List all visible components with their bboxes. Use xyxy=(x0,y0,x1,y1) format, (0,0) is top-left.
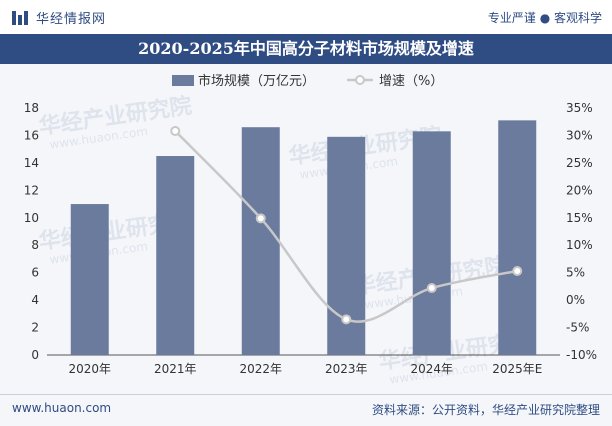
y-left-tick-label: 4 xyxy=(31,293,39,307)
y-left-tick-label: 18 xyxy=(24,101,39,115)
y-right-tick-label: 20% xyxy=(566,183,593,197)
legend-line-marker xyxy=(355,75,365,85)
chart-title: 2020-2025年中国高分子材料市场规模及增速 xyxy=(0,34,612,64)
y-left-tick-label: 14 xyxy=(24,156,39,170)
legend-line-label: 增速（%） xyxy=(379,74,443,89)
y-right-tick-label: 35% xyxy=(566,101,593,115)
legend-bar-swatch xyxy=(172,75,194,86)
y-left-tick-label: 10 xyxy=(24,211,39,225)
y-right-tick-label: -5% xyxy=(566,321,589,335)
bar xyxy=(241,127,280,355)
brand-name: 华经情报网 xyxy=(36,12,107,27)
bars xyxy=(70,120,537,355)
growth-point xyxy=(426,283,437,294)
y-right-tick-label: 0% xyxy=(566,293,585,307)
bar xyxy=(156,156,195,355)
y-right-tick-label: 15% xyxy=(566,211,593,225)
growth-point xyxy=(170,126,181,137)
brand-bar: 华经情报网 专业严谨 ● 客观科学 xyxy=(0,0,612,34)
y-right-tick-label: 25% xyxy=(566,156,593,170)
legend-bar-label: 市场规模（万亿元） xyxy=(198,73,315,89)
y-right-tick-label: -10% xyxy=(566,348,597,362)
bar xyxy=(498,120,537,355)
footer-website[interactable]: www.huaon.com xyxy=(12,401,112,415)
y-left-tick-label: 16 xyxy=(24,128,39,142)
brand: 华经情报网 xyxy=(12,8,106,27)
bar xyxy=(412,131,451,355)
x-tick-label: 2022年 xyxy=(239,362,282,376)
y-left-tick-label: 2 xyxy=(31,321,39,335)
axes: 0 2 4 6 8 10 12 14 16 18 -10% -5% 0% 5% 10% 15% 20% 25% 30… xyxy=(24,101,597,376)
watermarks: 华经产业研究院www.huaon.com华经产业研究院www.huaon.com… xyxy=(37,93,533,387)
growth-point xyxy=(341,314,352,325)
bar xyxy=(70,204,109,355)
footer-source: 资料来源：公开资料，华经产业研究院整理 xyxy=(371,403,600,417)
x-tick-label: 2023年 xyxy=(325,362,368,376)
legend: 市场规模（万亿元） 增速（%） xyxy=(172,73,443,89)
y-left-tick-label: 12 xyxy=(24,183,39,197)
chart-area: 华经产业研究院www.huaon.com华经产业研究院www.huaon.com… xyxy=(0,64,612,390)
x-tick-label: 2020年 xyxy=(68,362,111,376)
growth-line xyxy=(170,126,523,325)
brand-slogan: 专业严谨 ● 客观科学 xyxy=(487,11,602,25)
growth-point xyxy=(512,266,523,277)
x-tick-label: 2025年E xyxy=(492,362,542,376)
y-right-tick-label: 5% xyxy=(566,266,585,280)
combo-chart: 华经产业研究院www.huaon.com华经产业研究院www.huaon.com… xyxy=(24,73,597,387)
logo-icon xyxy=(12,10,30,25)
footer: www.huaon.com 资料来源：公开资料，华经产业研究院整理 xyxy=(0,394,612,426)
y-left-tick-label: 8 xyxy=(31,238,39,252)
y-left-tick-label: 6 xyxy=(31,266,39,280)
growth-point xyxy=(255,213,266,224)
x-tick-label: 2021年 xyxy=(154,362,197,376)
y-left-tick-label: 0 xyxy=(31,348,39,362)
y-right-tick-label: 10% xyxy=(566,238,593,252)
x-tick-label: 2024年 xyxy=(410,362,453,376)
y-right-tick-label: 30% xyxy=(566,128,593,142)
